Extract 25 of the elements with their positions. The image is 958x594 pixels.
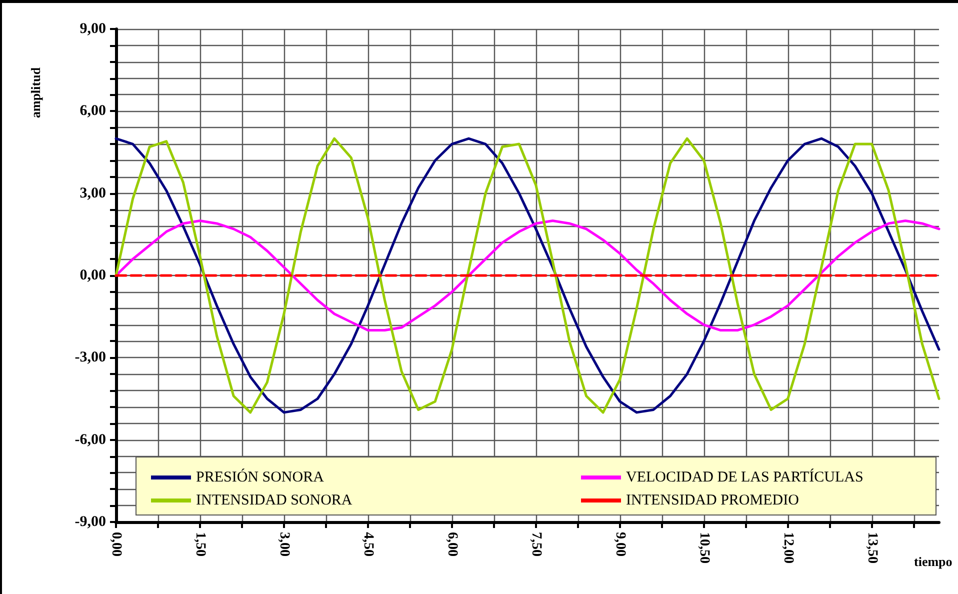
x-tick-label: 0,00: [108, 532, 124, 556]
x-tick-label: 6,00: [444, 532, 460, 556]
y-axis-title: amplitud: [28, 66, 43, 118]
y-tick-label: 9,00: [80, 21, 106, 37]
line-series: [114, 137, 940, 414]
legend-label: INTENSIDAD PROMEDIO: [626, 492, 800, 508]
x-tick-label: 3,00: [276, 532, 292, 556]
y-tick-label: 3,00: [80, 185, 106, 202]
x-tick-label: 10,50: [696, 532, 712, 564]
x-tick-label: 7,50: [528, 532, 544, 556]
y-tick-label: -3,00: [74, 350, 106, 366]
legend-label: INTENSIDAD SONORA: [196, 492, 352, 508]
line-series: [114, 219, 940, 332]
legend-label: PRESIÓN SONORA: [196, 468, 324, 486]
y-tick-label: -6,00: [74, 432, 106, 448]
x-axis-title: tiempo: [914, 554, 952, 569]
x-tick-label: 13,50: [864, 532, 880, 564]
x-tick-label: 12,00: [780, 532, 796, 564]
x-tick-label: 4,50: [360, 532, 376, 556]
y-tick-label: -9,00: [74, 514, 106, 530]
x-tick-label: 9,00: [612, 532, 628, 556]
y-tick-label: 0,00: [80, 268, 106, 284]
x-tick-label: 1,50: [192, 532, 208, 556]
legend-label: VELOCIDAD DE LAS PARTÍCULAS: [626, 468, 864, 486]
y-tick-label: 6,00: [80, 103, 106, 120]
